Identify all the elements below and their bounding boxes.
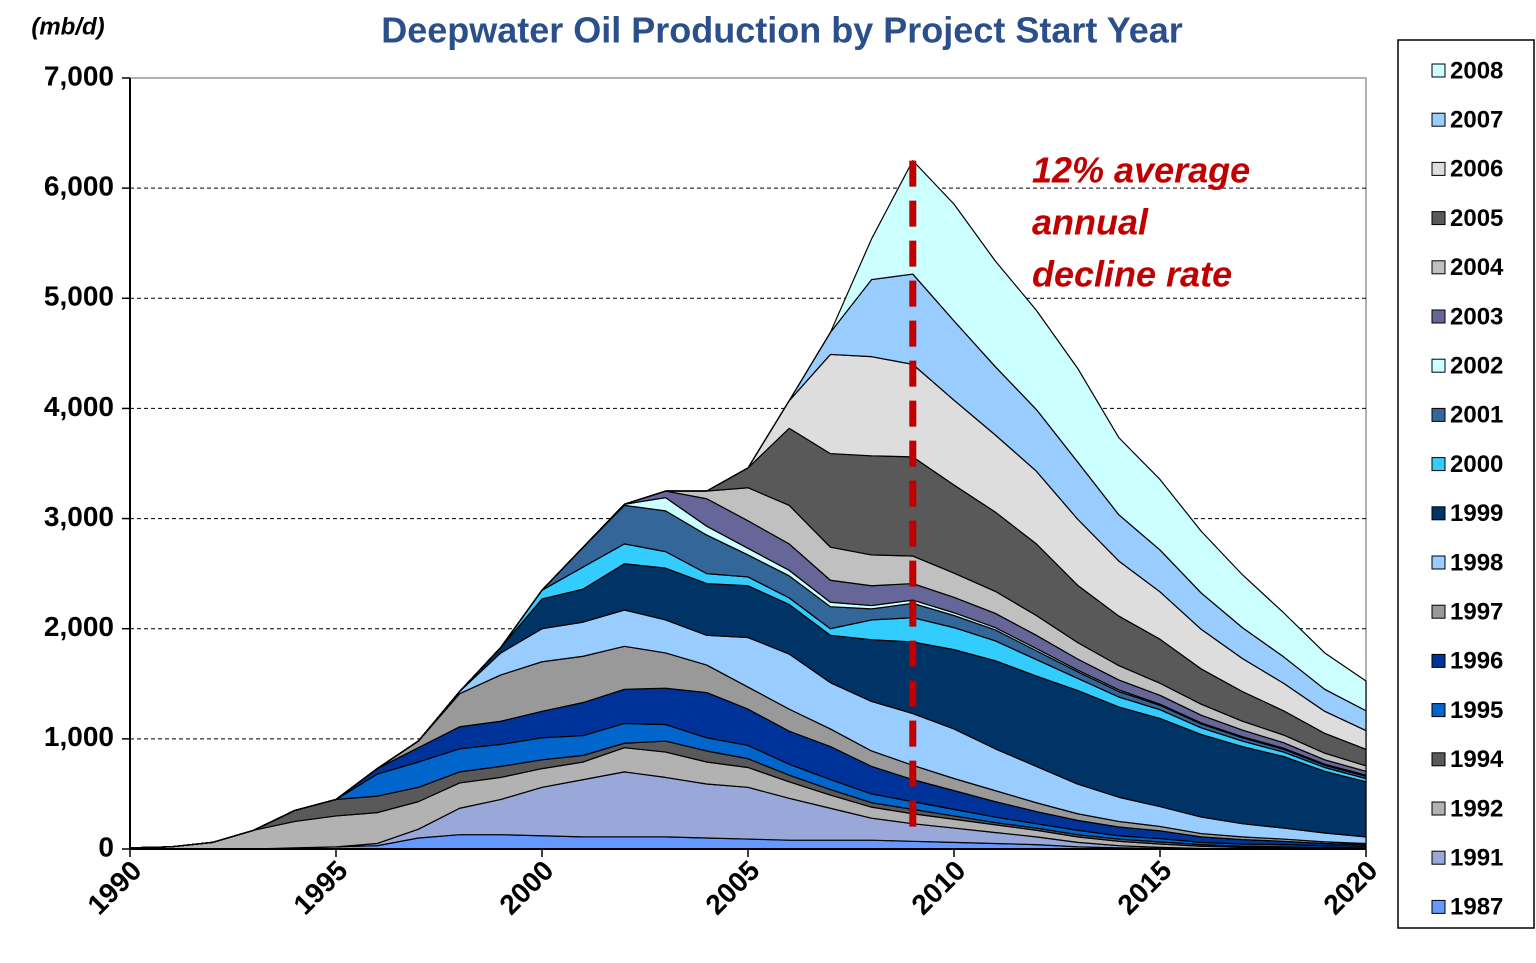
legend-swatch <box>1431 653 1446 668</box>
area <box>129 160 1367 849</box>
legend-swatch <box>1431 555 1446 570</box>
legend-box <box>1397 39 1535 929</box>
legend-label: 1991 <box>1450 845 1503 872</box>
annotation: annual <box>1032 202 1149 243</box>
x-tick-label: 1990 <box>81 855 147 921</box>
y-tick-label: 5,000 <box>44 281 114 312</box>
legend-label: 1995 <box>1450 697 1503 724</box>
legend-label: 1998 <box>1450 549 1503 576</box>
chart-title: Deepwater Oil Production by Project Star… <box>381 10 1183 51</box>
legend-label: 1999 <box>1450 500 1503 527</box>
legend-swatch <box>1431 604 1446 619</box>
x-tick-label: 1995 <box>287 855 353 921</box>
legend-label: 1994 <box>1450 746 1504 773</box>
x-tick-label: 2015 <box>1111 855 1177 921</box>
legend-label: 2003 <box>1450 303 1503 330</box>
legend-swatch <box>1431 112 1446 127</box>
legend-swatch <box>1431 63 1446 78</box>
annotation: 12% average <box>1032 150 1250 191</box>
x-tick-label: 2010 <box>905 855 971 921</box>
legend-label: 1992 <box>1450 795 1503 822</box>
y-tick-label: 2,000 <box>44 611 114 642</box>
legend-swatch <box>1431 211 1446 226</box>
legend-swatch <box>1431 309 1446 324</box>
legend-label: 1996 <box>1450 648 1503 675</box>
legend-swatch <box>1431 752 1446 767</box>
legend-label: 2001 <box>1450 402 1503 429</box>
legend-label: 2008 <box>1450 57 1503 84</box>
legend-swatch <box>1431 457 1446 472</box>
legend-swatch <box>1431 506 1446 521</box>
legend-label: 2004 <box>1450 254 1504 281</box>
x-tick-label: 2005 <box>699 855 765 921</box>
legend-swatch <box>1431 358 1446 373</box>
legend-swatch <box>1431 801 1446 816</box>
legend-swatch <box>1431 407 1446 422</box>
legend-label: 1987 <box>1450 894 1503 921</box>
legend-swatch <box>1431 850 1446 865</box>
legend-swatch <box>1431 703 1446 718</box>
y-tick-label: 4,000 <box>44 391 114 422</box>
y-tick-label: 0 <box>98 831 114 862</box>
legend-swatch <box>1431 161 1446 176</box>
y-tick-label: 7,000 <box>44 60 114 91</box>
legend-label: 2002 <box>1450 353 1503 380</box>
legend-label: 2006 <box>1450 156 1503 183</box>
legend-label: 2000 <box>1450 451 1503 478</box>
legend-swatch <box>1431 260 1446 275</box>
x-tick-label: 2000 <box>493 855 559 921</box>
annotation: decline rate <box>1032 254 1232 295</box>
legend-label: 2005 <box>1450 205 1503 232</box>
y-tick-label: 6,000 <box>44 171 114 202</box>
x-tick-label: 2020 <box>1317 855 1383 921</box>
legend-label: 2007 <box>1450 107 1503 134</box>
y-tick-label: 3,000 <box>44 501 114 532</box>
y-tick-label: 1,000 <box>44 721 114 752</box>
legend-label: 1997 <box>1450 599 1503 626</box>
y-axis-label: (mb/d) <box>31 13 104 40</box>
legend-swatch <box>1431 899 1446 914</box>
